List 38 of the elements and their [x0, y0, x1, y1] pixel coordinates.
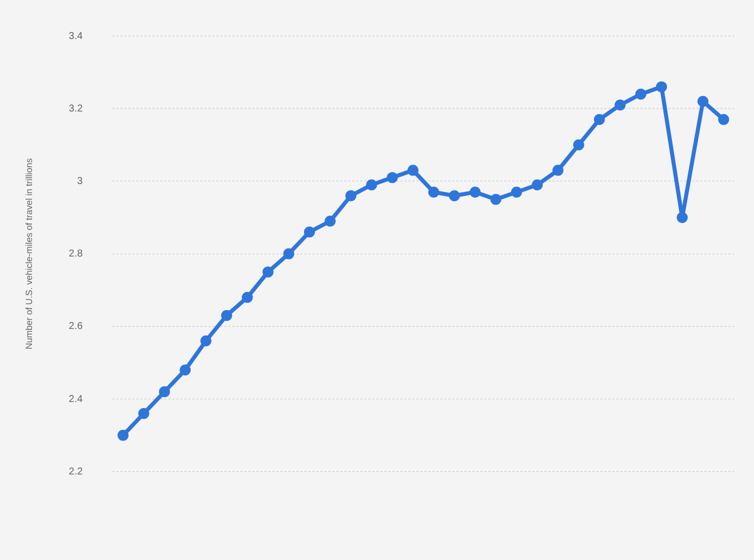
point: [407, 164, 418, 176]
point: [594, 114, 605, 125]
point: [262, 266, 274, 278]
point: [324, 216, 336, 227]
point: [386, 172, 398, 184]
y-axis-title: Number of U.S. vehicle-miles of travel in trillions: [24, 158, 34, 350]
point: [221, 310, 232, 322]
point: [552, 164, 564, 176]
y-tick-label: 3.2: [68, 103, 84, 114]
point: [242, 292, 253, 303]
point: [118, 430, 129, 441]
y-tick-label: 3: [77, 176, 84, 187]
point: [635, 88, 646, 100]
point: [697, 96, 708, 107]
point: [676, 212, 688, 223]
point: [490, 194, 502, 205]
y-tick-label: 3.4: [68, 30, 84, 42]
point: [718, 114, 730, 125]
point: [304, 226, 315, 238]
y-tick-label: 2.8: [68, 248, 84, 260]
point: [470, 186, 481, 198]
point: [366, 179, 378, 190]
point: [656, 81, 668, 92]
point: [614, 99, 626, 110]
point: [532, 179, 543, 190]
y-tick-label: 2.2: [68, 466, 84, 478]
point: [180, 364, 191, 376]
point: [283, 248, 294, 260]
point: [345, 190, 356, 202]
point: [448, 190, 460, 202]
point: [428, 186, 440, 198]
point: [138, 408, 150, 420]
point: [200, 335, 212, 346]
y-tick-label: 2.6: [68, 321, 84, 332]
point: [573, 139, 584, 150]
point: [158, 386, 170, 398]
y-tick-label: 2.4: [68, 394, 84, 405]
point: [511, 186, 522, 198]
